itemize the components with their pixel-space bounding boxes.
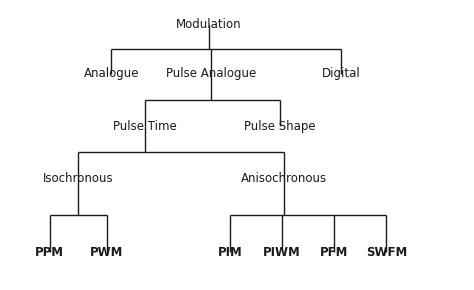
Text: Pulse Time: Pulse Time xyxy=(113,120,176,133)
Text: Analogue: Analogue xyxy=(83,68,139,80)
Text: Anisochronous: Anisochronous xyxy=(241,172,328,185)
Text: Isochronous: Isochronous xyxy=(43,172,113,185)
Text: PPM: PPM xyxy=(35,246,64,259)
Text: Pulse Shape: Pulse Shape xyxy=(244,120,316,133)
Text: PIM: PIM xyxy=(218,246,242,259)
Text: PIWM: PIWM xyxy=(263,246,301,259)
Text: Digital: Digital xyxy=(322,68,361,80)
Text: PWM: PWM xyxy=(90,246,123,259)
Text: Modulation: Modulation xyxy=(176,18,241,31)
Text: Pulse Analogue: Pulse Analogue xyxy=(166,68,256,80)
Text: SWFM: SWFM xyxy=(365,246,407,259)
Text: PFM: PFM xyxy=(320,246,348,259)
